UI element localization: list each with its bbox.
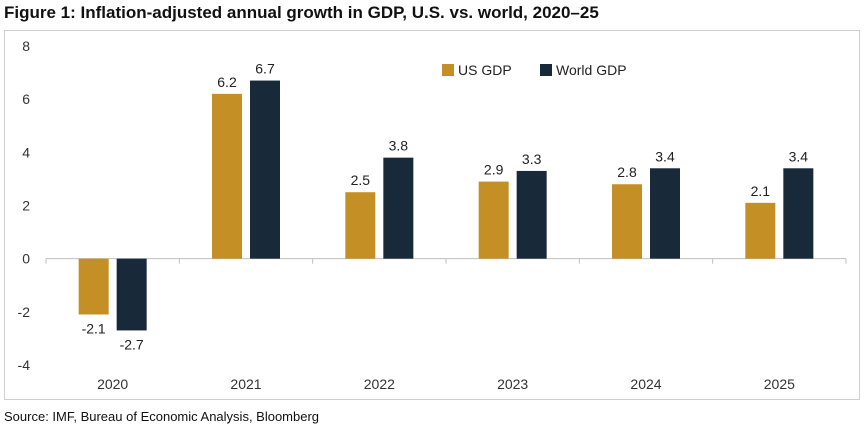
legend-swatch-us-gdp <box>442 64 454 76</box>
bar-world-gdp <box>250 80 280 259</box>
x-tick-label: 2024 <box>630 376 661 392</box>
bar-us-gdp <box>78 258 109 315</box>
data-label-world-gdp: -2.7 <box>120 336 144 352</box>
y-tick-label: 4 <box>22 144 30 160</box>
bar-us-gdp <box>612 184 642 259</box>
data-label-us-gdp: 2.1 <box>751 183 771 199</box>
bar-chart: -4 -2 0 2 4 6 8 2020 2021 2022 2023 2024 2025 -2.1 6.… <box>18 38 847 392</box>
axis-layer: -4 -2 0 2 4 6 8 2020 2021 2022 2023 2024 2025 <box>18 38 847 392</box>
bar-world-gdp <box>783 168 814 259</box>
data-label-us-gdp: 2.8 <box>617 164 637 180</box>
bar-us-gdp <box>478 181 509 259</box>
data-labels-layer: -2.1 6.2 2.5 2.9 2.8 2.1 -2.7 6.7 3.8 3.3 3.4 3.4 <box>82 61 809 353</box>
y-tick-label: 6 <box>22 91 30 107</box>
bars-layer <box>78 80 814 331</box>
legend-label-world-gdp: World GDP <box>556 62 627 78</box>
y-tick-label: 0 <box>22 251 30 267</box>
data-label-us-gdp: 6.2 <box>217 74 237 90</box>
chart-frame <box>4 30 860 400</box>
chart-title: Figure 1: Inflation-adjusted annual grow… <box>4 3 599 22</box>
x-tick-label: 2022 <box>364 376 395 392</box>
x-tick-label: 2025 <box>764 376 795 392</box>
data-label-world-gdp: 3.3 <box>522 151 542 167</box>
bar-world-gdp <box>383 157 414 259</box>
data-label-us-gdp: -2.1 <box>82 320 106 336</box>
x-tick-label: 2021 <box>230 376 261 392</box>
bar-world-gdp <box>650 168 680 259</box>
bar-world-gdp <box>116 258 147 331</box>
legend: US GDP World GDP <box>442 62 627 78</box>
x-tick-label: 2020 <box>97 376 128 392</box>
bar-us-gdp <box>745 202 776 259</box>
data-label-us-gdp: 2.9 <box>484 162 504 178</box>
bar-us-gdp <box>212 93 242 259</box>
y-tick-label: 2 <box>22 198 30 214</box>
bar-world-gdp <box>516 170 547 259</box>
legend-label-us-gdp: US GDP <box>458 62 512 78</box>
y-tick-label: 8 <box>22 38 30 54</box>
y-tick-label: -2 <box>18 304 31 320</box>
bar-us-gdp <box>345 192 376 259</box>
data-label-us-gdp: 2.5 <box>351 172 371 188</box>
data-label-world-gdp: 3.4 <box>789 148 809 164</box>
data-label-world-gdp: 3.4 <box>655 148 675 164</box>
x-tick-label: 2023 <box>497 376 528 392</box>
data-label-world-gdp: 3.8 <box>389 138 409 154</box>
legend-swatch-world-gdp <box>540 64 552 76</box>
source-note: Source: IMF, Bureau of Economic Analysis… <box>4 409 320 424</box>
data-label-world-gdp: 6.7 <box>255 61 275 77</box>
y-tick-label: -4 <box>18 357 31 373</box>
